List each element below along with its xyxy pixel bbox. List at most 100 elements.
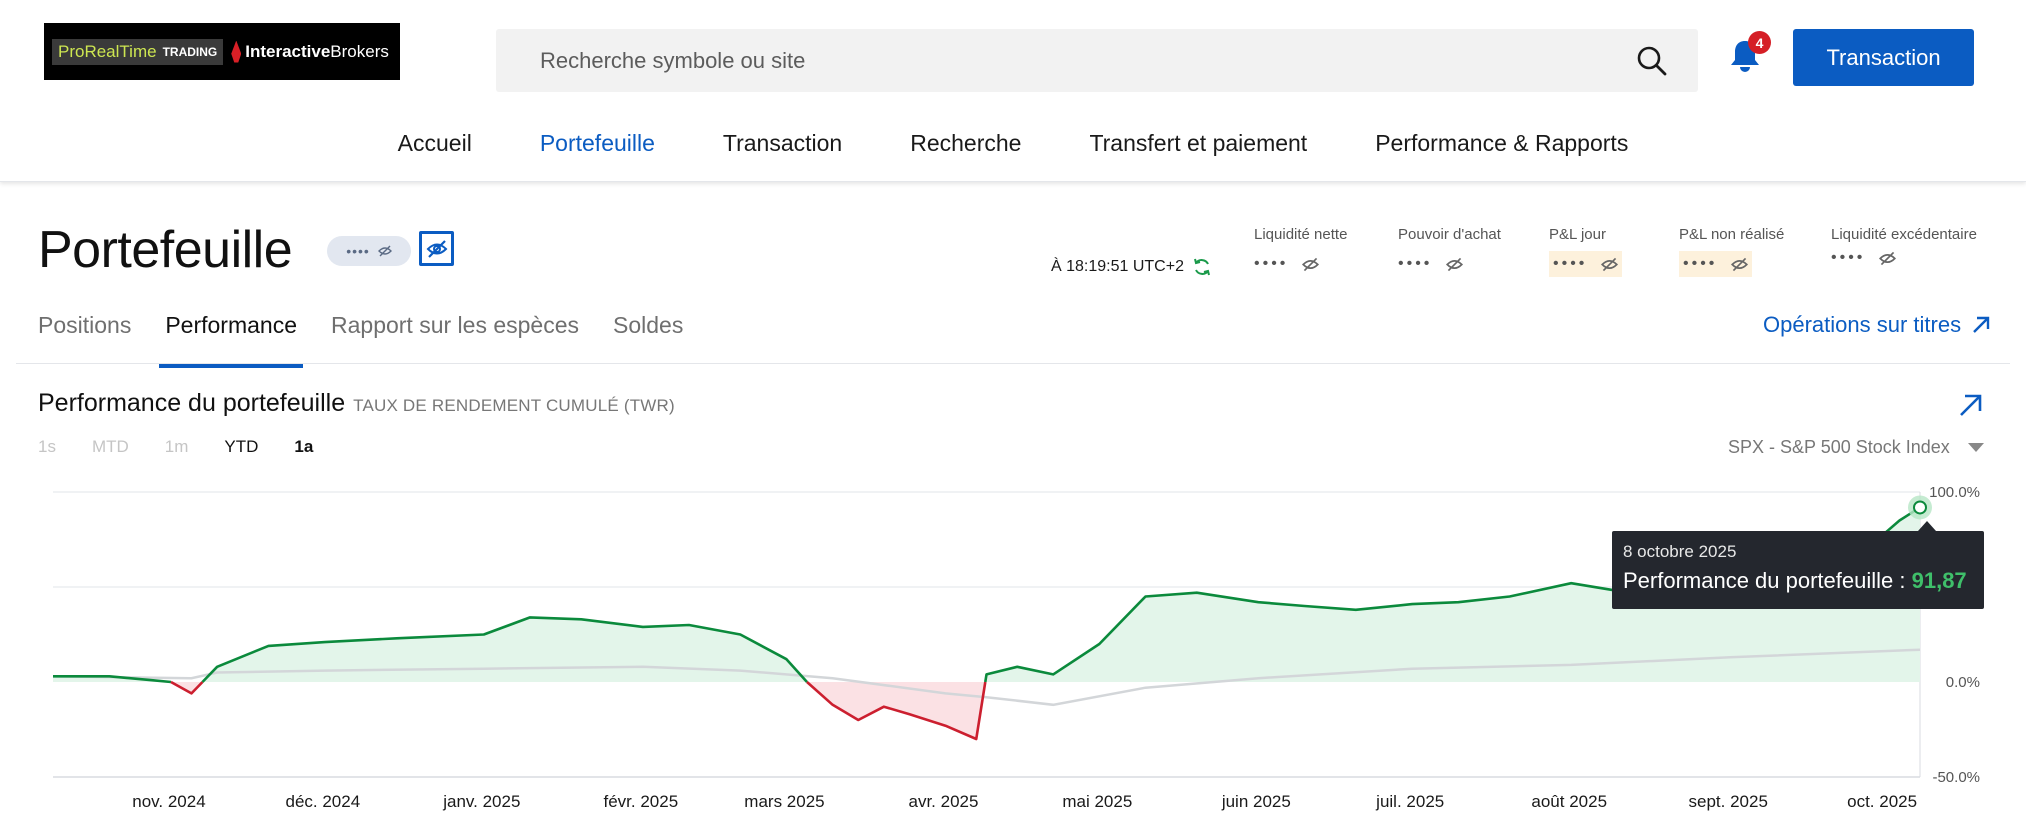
search-input[interactable] <box>540 47 1620 74</box>
external-link-arrow-icon <box>1973 316 1990 333</box>
eye-off-icon <box>426 239 447 258</box>
time-range-selector: 1s MTD 1m YTD 1a <box>38 437 349 457</box>
tooltip-value: 91,87 <box>1911 568 1967 593</box>
metric-label: Pouvoir d'achat <box>1398 226 1501 243</box>
x-tick-label: juin 2025 <box>1221 792 1291 811</box>
eye-off-icon <box>1601 257 1619 271</box>
portfolio-line-negative <box>170 680 204 695</box>
metric-pouvoir-achat: Pouvoir d'achat •••• <box>1398 226 1501 277</box>
y-tick-label: 0.0% <box>1946 674 1980 691</box>
nav-item-transfert-paiement[interactable]: Transfert et paiement <box>1089 130 1308 156</box>
x-tick-label: déc. 2024 <box>285 792 360 811</box>
metric-masked-value: •••• <box>1683 255 1718 272</box>
tab-performance[interactable]: Performance <box>159 312 303 368</box>
interactive-brokers-logo: InteractiveBrokers <box>231 40 389 63</box>
transaction-button[interactable]: Transaction <box>1793 29 1974 86</box>
range-1a[interactable]: 1a <box>294 437 314 456</box>
x-tick-label: août 2025 <box>1531 792 1607 811</box>
x-tick-label: janv. 2025 <box>442 792 520 811</box>
y-tick-label: 100.0% <box>1929 484 1980 501</box>
negative-area-fill <box>170 682 203 694</box>
positive-area-fill <box>985 507 1920 682</box>
notification-count-badge: 4 <box>1748 31 1771 54</box>
nav-item-transaction[interactable]: Transaction <box>722 130 843 156</box>
tab-soldes[interactable]: Soldes <box>613 312 684 338</box>
search-icon[interactable] <box>1636 45 1668 77</box>
range-1m[interactable]: 1m <box>164 437 189 456</box>
x-tick-label: sept. 2025 <box>1689 792 1768 811</box>
metric-value[interactable]: •••• <box>1254 251 1320 277</box>
broker-logo[interactable]: ProRealTime TRADING InteractiveBrokers <box>44 23 400 80</box>
metric-value[interactable]: •••• <box>1679 251 1753 277</box>
main-nav: Accueil Portefeuille Transaction Recherc… <box>0 130 2026 157</box>
refresh-icon[interactable] <box>1192 257 1212 277</box>
prorealtime-logo-text: ProRealTime <box>58 41 157 61</box>
x-tick-label: oct. 2025 <box>1847 792 1917 811</box>
metric-value[interactable]: •••• <box>1831 245 1897 271</box>
privacy-toggle-button[interactable] <box>419 231 454 266</box>
portfolio-subtabs: Positions Performance Rapport sur les es… <box>38 312 717 368</box>
operations-link-label: Opérations sur titres <box>1763 312 1962 337</box>
nav-item-portefeuille[interactable]: Portefeuille <box>539 130 655 156</box>
metric-masked-value: •••• <box>1398 255 1433 272</box>
portfolio-line-negative <box>806 681 987 741</box>
tooltip-date: 8 octobre 2025 <box>1623 542 1737 561</box>
prorealtime-logo-sub: TRADING <box>162 44 218 59</box>
performance-chart[interactable]: 100.0% 0.0% -50.0% nov. 2024 déc. 2024 janv. … <box>0 470 2026 827</box>
metric-pl-jour: P&L jour •••• <box>1549 226 1623 277</box>
expand-arrow-icon[interactable] <box>1958 392 1984 418</box>
y-tick-label: -50.0% <box>1932 769 1980 786</box>
ib-logo-text-1: Interactive <box>245 41 331 61</box>
x-tick-label: mars 2025 <box>744 792 824 811</box>
metric-value[interactable]: •••• <box>1398 251 1464 277</box>
range-mtd[interactable]: MTD <box>91 437 129 456</box>
eye-off-icon <box>1302 257 1320 271</box>
ib-logo-text-2: Brokers <box>330 41 389 61</box>
tooltip-performance-line: Performance du portefeuille : 91,87 <box>1623 568 1973 594</box>
x-tick-label: avr. 2025 <box>908 792 978 811</box>
operations-sur-titres-link[interactable]: Opérations sur titres <box>1763 312 1991 338</box>
portfolio-line-positive <box>201 616 808 683</box>
global-search[interactable] <box>496 29 1698 92</box>
portfolio-line-positive <box>53 675 172 684</box>
benchmark-dropdown[interactable]: SPX - S&P 500 Stock Index <box>1728 437 1984 458</box>
benchmark-series-line <box>52 648 1921 707</box>
metric-masked-value: •••• <box>1553 255 1588 272</box>
page-title: Portefeuille <box>38 221 293 279</box>
metric-masked-value: •••• <box>1831 249 1866 266</box>
ib-flame-icon <box>231 40 242 63</box>
range-ytd[interactable]: YTD <box>224 437 259 456</box>
eye-off-icon <box>1446 257 1464 271</box>
nav-item-accueil[interactable]: Accueil <box>397 130 472 156</box>
metric-label: P&L non réalisé <box>1679 226 1785 243</box>
top-header: ProRealTime TRADING InteractiveBrokers 4… <box>0 0 2026 182</box>
hover-point-marker <box>1913 500 1927 515</box>
x-tick-label: nov. 2024 <box>132 792 205 811</box>
range-1s[interactable]: 1s <box>38 437 56 456</box>
x-tick-label: juil. 2025 <box>1375 792 1444 811</box>
metric-pl-non-realise: P&L non réalisé •••• <box>1679 226 1784 277</box>
nav-item-performance-rapports[interactable]: Performance & Rapports <box>1375 130 1629 156</box>
metric-value[interactable]: •••• <box>1549 251 1623 277</box>
prorealtime-logo: ProRealTime TRADING <box>52 38 224 65</box>
last-update-timestamp: À 18:19:51 UTC+2 <box>1051 257 1212 277</box>
metric-label: P&L jour <box>1549 226 1606 243</box>
tab-positions[interactable]: Positions <box>38 312 132 338</box>
metric-label: Liquidité excédentaire <box>1831 226 1977 243</box>
performance-title: Performance du portefeuille <box>38 389 346 417</box>
timestamp-text: À 18:19:51 UTC+2 <box>1051 258 1184 275</box>
eye-off-icon <box>1731 257 1749 271</box>
chart-tooltip: 8 octobre 2025 Performance du portefeuil… <box>1612 521 1984 609</box>
account-masked-pill[interactable]: •••• <box>327 236 411 266</box>
tabs-divider <box>16 363 2010 364</box>
x-tick-label: févr. 2025 <box>604 792 679 811</box>
performance-heading: Performance du portefeuille TAUX DE REND… <box>38 389 675 418</box>
metric-masked-value: •••• <box>1254 255 1289 272</box>
metric-liquidite-nette: Liquidité nette •••• <box>1254 226 1347 277</box>
chevron-down-icon <box>1967 443 1984 452</box>
x-tick-label: mai 2025 <box>1062 792 1132 811</box>
positive-area-fill <box>202 617 807 682</box>
nav-item-recherche[interactable]: Recherche <box>910 130 1022 156</box>
tab-rapport-especes[interactable]: Rapport sur les espèces <box>331 312 580 338</box>
eye-off-icon <box>377 245 392 257</box>
